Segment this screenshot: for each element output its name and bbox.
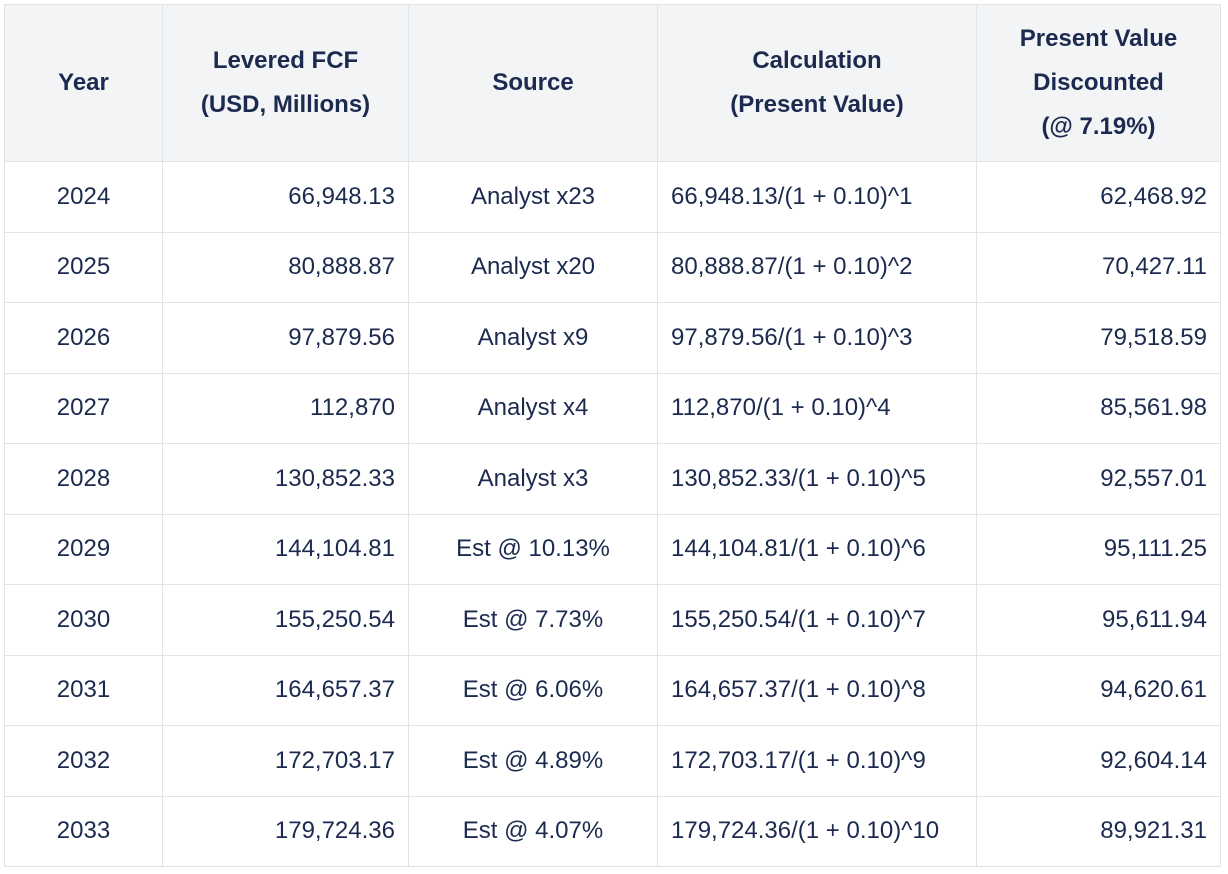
cell-present-value: 62,468.92 (976, 161, 1221, 233)
table-row: 2029 144,104.81 Est @ 10.13% 144,104.81/… (4, 513, 1221, 585)
header-present-value: Present Value Discounted (@ 7.19%) (976, 4, 1221, 162)
cell-source: Est @ 7.73% (408, 584, 658, 656)
table-row: 2032 172,703.17 Est @ 4.89% 172,703.17/(… (4, 725, 1221, 797)
cell-calculation: 66,948.13/(1 + 0.10)^1 (657, 161, 977, 233)
cell-calculation: 80,888.87/(1 + 0.10)^2 (657, 231, 977, 303)
cell-present-value: 85,561.98 (976, 372, 1221, 444)
cell-present-value: 92,557.01 (976, 443, 1221, 515)
header-year: Year (4, 4, 163, 162)
cell-year: 2027 (4, 372, 163, 444)
cell-year: 2030 (4, 584, 163, 656)
cell-levered-fcf: 80,888.87 (162, 231, 409, 303)
cell-levered-fcf: 97,879.56 (162, 302, 409, 374)
header-present-value-line2: Discounted (1033, 69, 1164, 96)
cell-levered-fcf: 144,104.81 (162, 513, 409, 585)
cell-year: 2025 (4, 231, 163, 303)
cell-present-value: 79,518.59 (976, 302, 1221, 374)
cell-source: Analyst x20 (408, 231, 658, 303)
cell-source: Est @ 4.07% (408, 795, 658, 867)
header-year-line: Year (58, 69, 109, 96)
header-calculation-line: Calculation (752, 47, 882, 74)
cell-calculation: 130,852.33/(1 + 0.10)^5 (657, 443, 977, 515)
table-row: 2026 97,879.56 Analyst x9 97,879.56/(1 +… (4, 302, 1221, 374)
table-header: Year Levered FCF (USD, Millions) Source … (4, 4, 1221, 162)
table-row: 2033 179,724.36 Est @ 4.07% 179,724.36/(… (4, 795, 1221, 867)
cell-source: Est @ 4.89% (408, 725, 658, 797)
cell-calculation: 179,724.36/(1 + 0.10)^10 (657, 795, 977, 867)
table-body: 2024 66,948.13 Analyst x23 66,948.13/(1 … (4, 161, 1221, 867)
cell-source: Analyst x9 (408, 302, 658, 374)
cell-year: 2024 (4, 161, 163, 233)
dcf-table-container: Year Levered FCF (USD, Millions) Source … (4, 4, 1221, 867)
cell-year: 2032 (4, 725, 163, 797)
table-row: 2027 112,870 Analyst x4 112,870/(1 + 0.1… (4, 372, 1221, 444)
header-levered-fcf-unit: (USD, Millions) (200, 91, 371, 118)
cell-levered-fcf: 164,657.37 (162, 654, 409, 726)
cell-source: Analyst x23 (408, 161, 658, 233)
cell-source: Est @ 10.13% (408, 513, 658, 585)
cell-present-value: 95,111.25 (976, 513, 1221, 585)
cell-source: Analyst x4 (408, 372, 658, 444)
header-levered-fcf-line: Levered FCF (212, 47, 359, 74)
cell-source: Analyst x3 (408, 443, 658, 515)
header-source-line: Source (492, 69, 574, 96)
table-row: 2028 130,852.33 Analyst x3 130,852.33/(1… (4, 443, 1221, 515)
cell-calculation: 164,657.37/(1 + 0.10)^8 (657, 654, 977, 726)
header-levered-fcf: Levered FCF (USD, Millions) (162, 4, 409, 162)
cell-present-value: 89,921.31 (976, 795, 1221, 867)
cell-levered-fcf: 66,948.13 (162, 161, 409, 233)
header-row: Year Levered FCF (USD, Millions) Source … (4, 4, 1221, 162)
cell-calculation: 155,250.54/(1 + 0.10)^7 (657, 584, 977, 656)
table-row: 2025 80,888.87 Analyst x20 80,888.87/(1 … (4, 231, 1221, 303)
cell-present-value: 70,427.11 (976, 231, 1221, 303)
cell-present-value: 95,611.94 (976, 584, 1221, 656)
cell-year: 2026 (4, 302, 163, 374)
header-calculation: Calculation (Present Value) (657, 4, 977, 162)
cell-present-value: 92,604.14 (976, 725, 1221, 797)
cell-year: 2031 (4, 654, 163, 726)
cell-levered-fcf: 155,250.54 (162, 584, 409, 656)
cell-levered-fcf: 172,703.17 (162, 725, 409, 797)
cell-levered-fcf: 112,870 (162, 372, 409, 444)
cell-calculation: 112,870/(1 + 0.10)^4 (657, 372, 977, 444)
cell-calculation: 144,104.81/(1 + 0.10)^6 (657, 513, 977, 585)
cell-present-value: 94,620.61 (976, 654, 1221, 726)
cell-calculation: 172,703.17/(1 + 0.10)^9 (657, 725, 977, 797)
header-calculation-sub: (Present Value) (730, 91, 904, 118)
cell-year: 2028 (4, 443, 163, 515)
cell-year: 2033 (4, 795, 163, 867)
table-row: 2031 164,657.37 Est @ 6.06% 164,657.37/(… (4, 654, 1221, 726)
header-present-value-line: Present Value (1019, 25, 1178, 52)
cell-source: Est @ 6.06% (408, 654, 658, 726)
cell-levered-fcf: 130,852.33 (162, 443, 409, 515)
cell-year: 2029 (4, 513, 163, 585)
cell-levered-fcf: 179,724.36 (162, 795, 409, 867)
table-row: 2024 66,948.13 Analyst x23 66,948.13/(1 … (4, 161, 1221, 233)
header-present-value-rate: (@ 7.19%) (1041, 113, 1156, 140)
table-row: 2030 155,250.54 Est @ 7.73% 155,250.54/(… (4, 584, 1221, 656)
cell-calculation: 97,879.56/(1 + 0.10)^3 (657, 302, 977, 374)
dcf-table: Year Levered FCF (USD, Millions) Source … (4, 4, 1221, 867)
header-source: Source (408, 4, 658, 162)
